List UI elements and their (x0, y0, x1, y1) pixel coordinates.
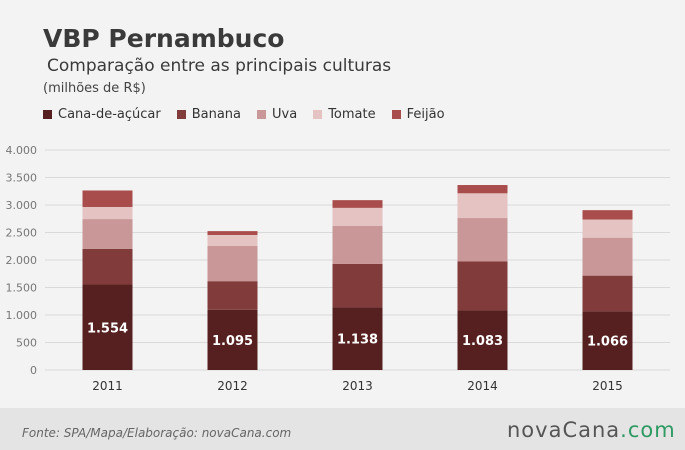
brand-main: novaCana (507, 418, 621, 442)
legend-item: Uva (257, 107, 297, 122)
legend-item: Cana-de-açúcar (43, 107, 161, 122)
y-tick-label: 3.000 (6, 199, 38, 212)
stacked-bar-chart: 0 500 1.000 1.500 2.000 2.500 3.000 3.500 4.000 1… (6, 144, 670, 393)
chart-subtitle: Comparação entre as principais culturas (47, 56, 392, 76)
y-tick-label: 1.000 (6, 309, 38, 322)
bar-segment (332, 226, 383, 264)
bar-segment (457, 218, 508, 262)
legend-label: Uva (272, 107, 298, 122)
bar-segment (582, 210, 633, 220)
bar-segment (582, 219, 633, 238)
x-tick-label: 2012 (217, 379, 248, 393)
legend-swatch (176, 110, 186, 119)
legend-swatch (391, 110, 401, 119)
bar-segment (457, 261, 508, 311)
x-tick-label: 2011 (92, 379, 123, 393)
bar-segment (332, 263, 383, 308)
legend-swatch (313, 110, 323, 119)
footer: Fonte: SPA/Mapa/Elaboração: novaCana.com… (0, 408, 685, 450)
bar-segment (207, 245, 258, 282)
legend-item: Banana (176, 107, 241, 122)
bar-segment (207, 309, 258, 370)
y-tick-label: 4.000 (6, 144, 38, 157)
x-tick-label: 2015 (592, 379, 623, 393)
legend-label: Feijão (406, 107, 445, 122)
bar-segment (332, 207, 383, 227)
bar-segment (82, 284, 133, 370)
bar-segment (207, 231, 258, 235)
bar-segment (332, 307, 383, 370)
brand-domain: .com (620, 418, 676, 442)
chart-unit: (milhões de R$) (43, 81, 146, 96)
bar-segment (82, 190, 133, 207)
legend-label: Banana (191, 107, 241, 122)
data-label: 1.554 (87, 321, 128, 336)
y-tick-label: 2.000 (6, 254, 38, 267)
x-tick-label: 2014 (467, 379, 498, 393)
y-tick-label: 3.500 (6, 172, 38, 185)
brand-logo: novaCana.com (507, 418, 676, 442)
bar-segment (582, 275, 633, 312)
y-tick-label: 2.500 (6, 227, 38, 240)
data-label: 1.066 (587, 335, 628, 350)
bar-segment (332, 200, 383, 208)
bar-segment (207, 234, 258, 246)
legend-label: Tomate (328, 107, 376, 122)
y-tick-label: 1.500 (6, 282, 38, 295)
bar-segment (82, 206, 133, 220)
bar-segment (457, 185, 508, 194)
legend-swatch (43, 110, 52, 119)
data-label: 1.138 (337, 333, 378, 348)
bar-segment (582, 237, 633, 276)
data-label: 1.083 (462, 334, 503, 349)
bar-segment (207, 281, 258, 310)
x-tick-label: 2013 (342, 379, 373, 393)
source-note: Fonte: SPA/Mapa/Elaboração: novaCana.com (22, 426, 292, 440)
y-tick-label: 500 (16, 337, 37, 350)
legend-swatch (257, 110, 266, 119)
y-tick-label: 0 (30, 364, 37, 377)
bar-segment (582, 311, 633, 370)
bar-segment (82, 248, 133, 285)
legend-label: Cana-de-açúcar (58, 107, 161, 122)
bar-segment (457, 310, 508, 370)
bar-segment (457, 193, 508, 219)
chart-title: VBP Pernambuco (43, 24, 285, 53)
legend: Cana-de-açúcar Banana Uva Tomate Feijão (43, 107, 461, 122)
legend-item: Feijão (391, 107, 445, 122)
legend-item: Tomate (313, 107, 376, 122)
data-label: 1.095 (212, 334, 253, 349)
bar-segment (82, 219, 133, 249)
